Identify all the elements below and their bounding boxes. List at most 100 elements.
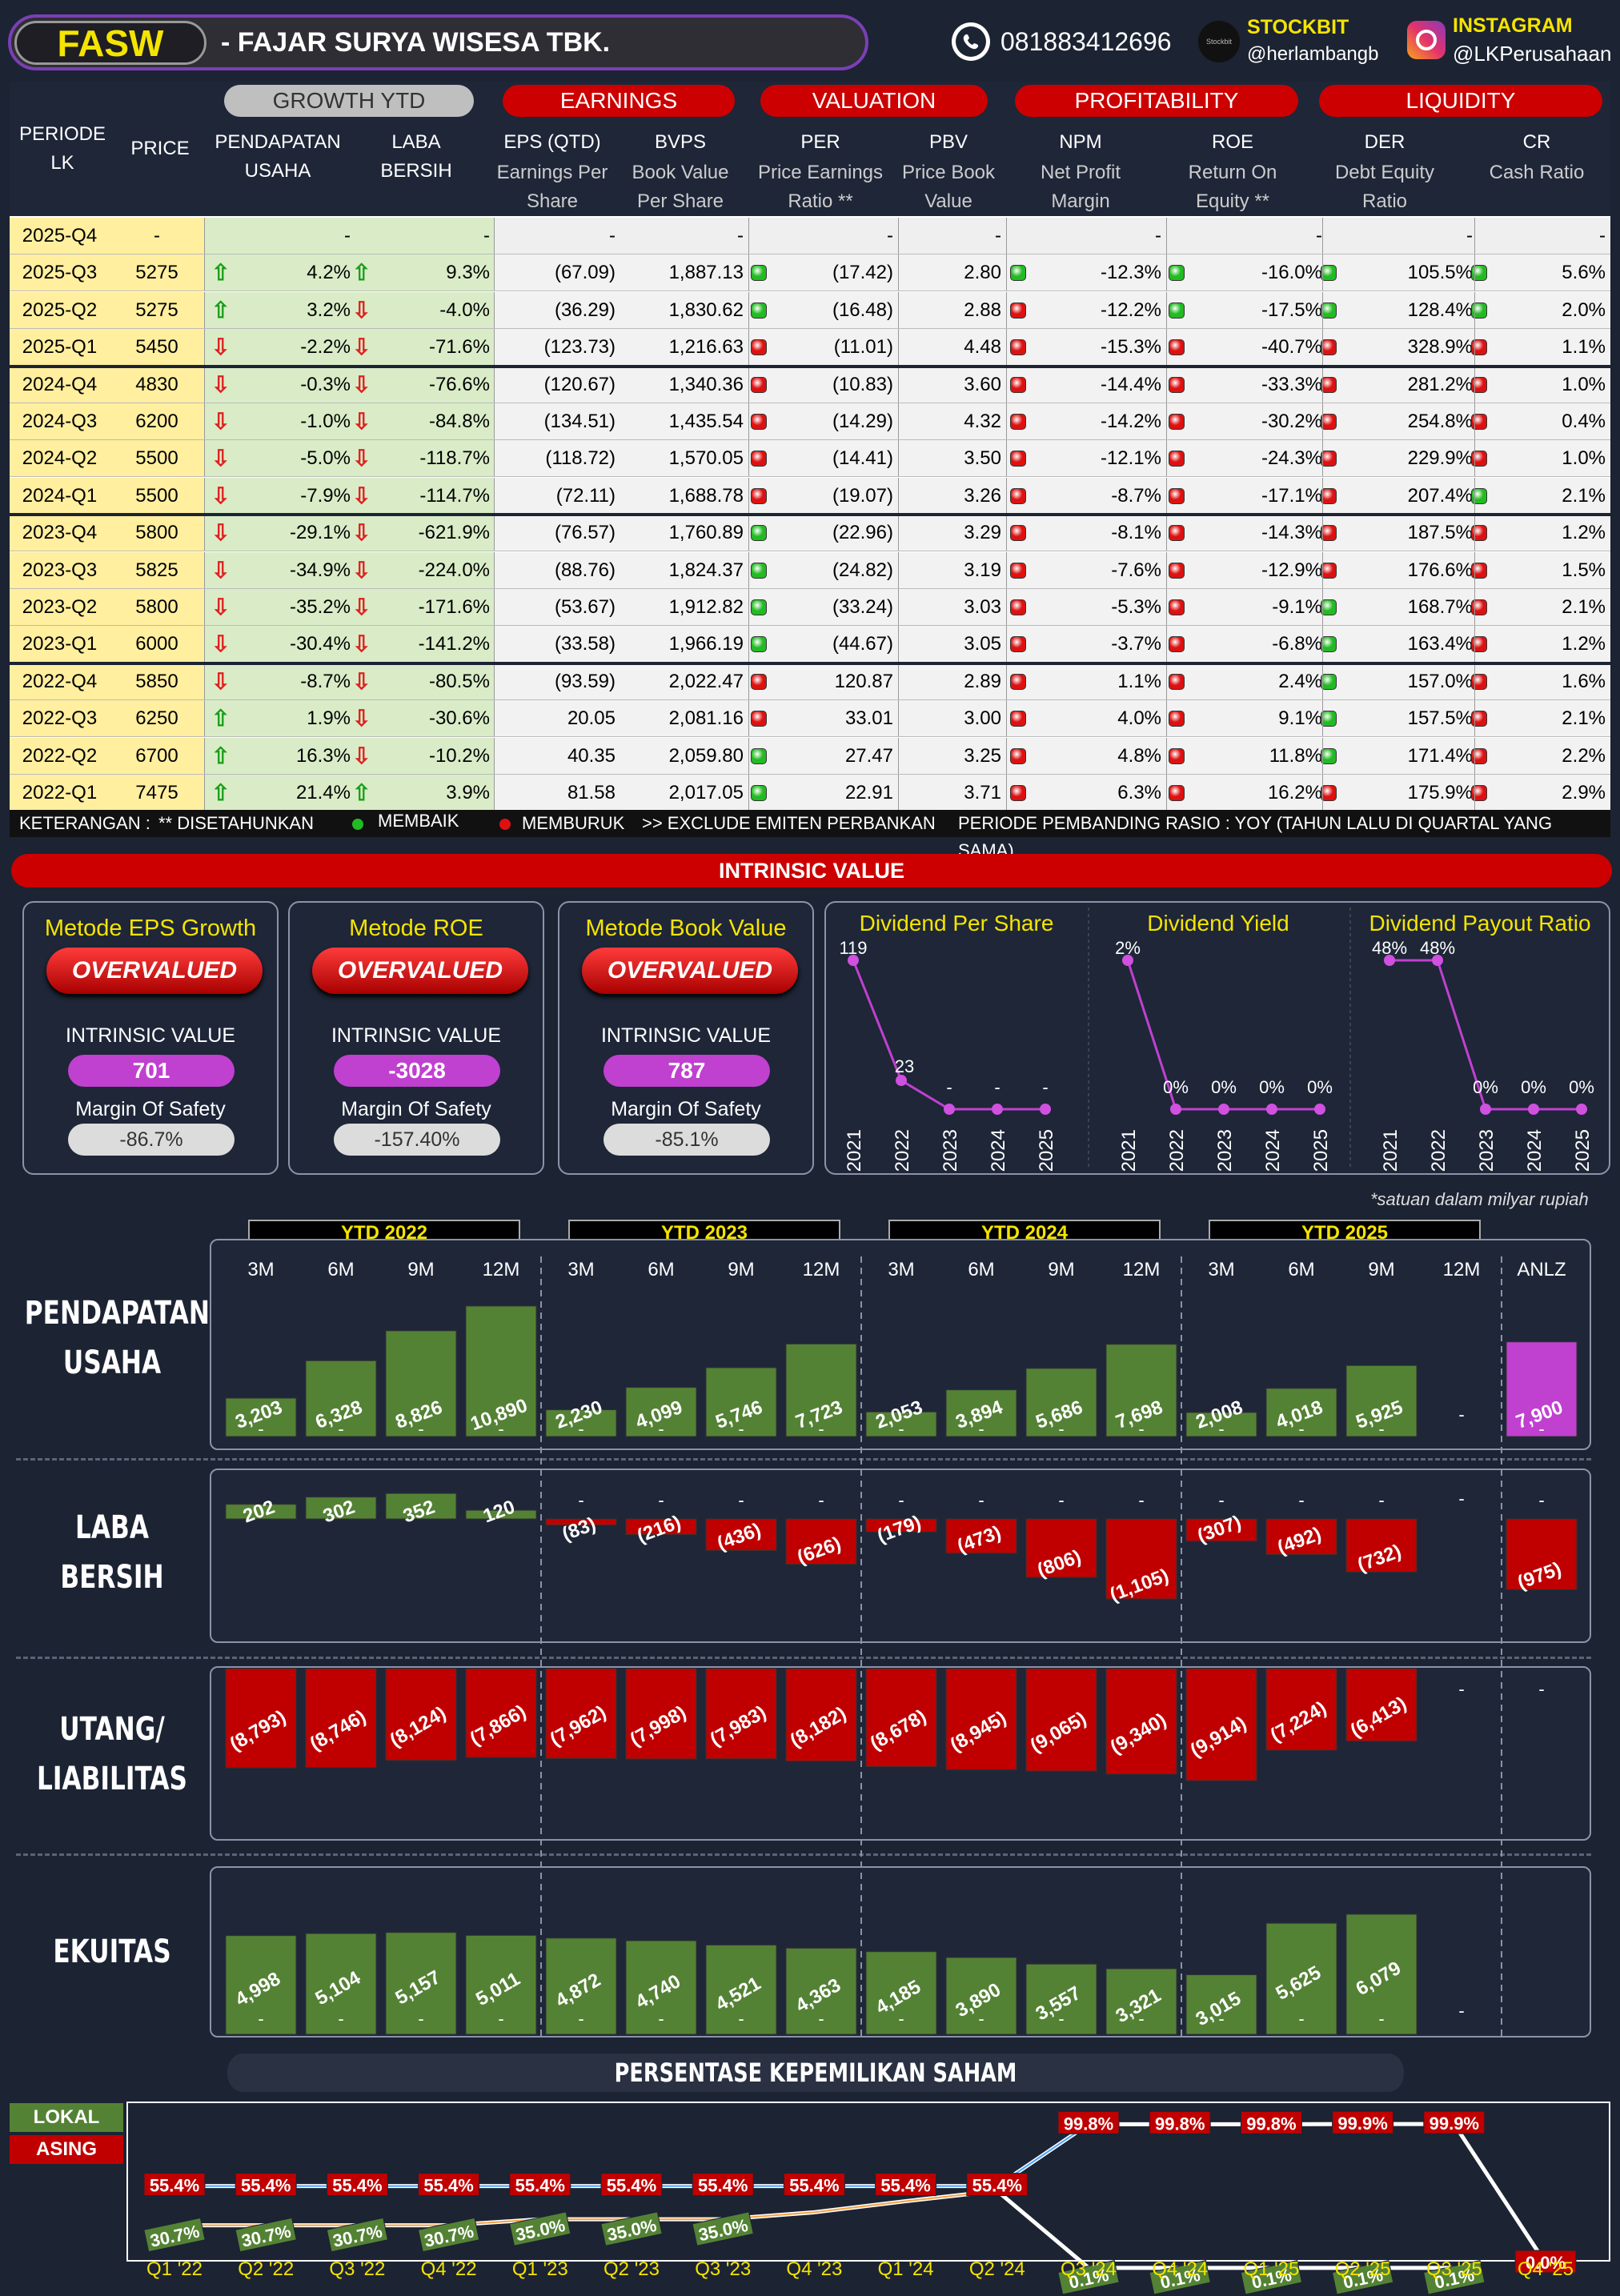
- rev-arrow-icon: ⇩: [211, 372, 231, 397]
- footer-ket: KETERANGAN :: [19, 813, 150, 833]
- rev-arrow-icon: ⇩: [211, 483, 231, 508]
- col-sep: [1474, 700, 1475, 736]
- col-sep: [1474, 663, 1475, 699]
- netincome-bar: [465, 1509, 537, 1520]
- np-arrow-icon: ⇩: [352, 298, 371, 323]
- cell-eps: (118.72): [545, 447, 616, 469]
- col-roe: ROE: [1211, 131, 1253, 153]
- cell-pbv: 2.89: [964, 671, 1001, 692]
- der-status-icon: [1321, 599, 1337, 615]
- col-sep: [1006, 254, 1007, 291]
- period-label: 9M: [1048, 1259, 1074, 1280]
- roe-status-icon: [1169, 748, 1185, 764]
- cell-price: 5275: [110, 292, 204, 328]
- empty-marker: -: [578, 1490, 583, 1510]
- col-sep: [494, 700, 495, 736]
- col-sep: [1166, 478, 1167, 514]
- legend-lokal: LOKAL: [10, 2103, 123, 2132]
- cell-der: 105.5%: [1407, 262, 1473, 283]
- growth-bg: [204, 589, 494, 625]
- cell-eps: (33.58): [554, 633, 616, 655]
- col-sep: [748, 218, 749, 254]
- revenue-bar: [945, 1389, 1017, 1437]
- bar-label: (307): [1194, 1512, 1244, 1548]
- cell-periode: 2023-Q3: [10, 552, 110, 588]
- data-point: [1266, 1104, 1277, 1115]
- liabilities-bar: [465, 1668, 537, 1758]
- cell-rev: -8.7%: [300, 671, 351, 692]
- footer-ann: ** DISETAHUNKAN: [158, 813, 314, 833]
- col-sep: [1006, 515, 1007, 551]
- asing-label-box: [1057, 2110, 1120, 2134]
- cell-cr: 2.1%: [1562, 485, 1606, 507]
- x-tick-label: 2025: [1310, 1129, 1332, 1172]
- col-sep: [1006, 738, 1007, 774]
- col-sep: [494, 589, 495, 625]
- asing-label-box: [418, 2173, 480, 2197]
- np-arrow-icon: ⇩: [352, 335, 371, 359]
- cr-status-icon: [1471, 525, 1487, 541]
- per-status-icon: [751, 785, 767, 801]
- cell-roe: 9.1%: [1278, 707, 1322, 729]
- col-sep: [1006, 663, 1007, 699]
- cell-rev: -34.9%: [289, 559, 351, 581]
- asing-label: 99.8%: [1149, 2110, 1211, 2134]
- cell-price: 4830: [110, 367, 204, 403]
- col-sep: [1322, 292, 1323, 328]
- cell-cr: 1.5%: [1562, 559, 1606, 581]
- cell-eps: (93.59): [554, 671, 616, 692]
- footer-exclude: >> EXCLUDE EMITEN PERBANKAN: [642, 813, 936, 833]
- data-point: [992, 1104, 1003, 1115]
- cell-price: 5500: [110, 478, 204, 514]
- cell-bvps: 2,022.47: [668, 671, 744, 692]
- empty-marker: -: [338, 2009, 343, 2029]
- liabilities-bar: [1345, 1668, 1418, 1742]
- revenue-bar: [1105, 1344, 1177, 1437]
- row-sep: [10, 736, 1610, 737]
- col-sep: [1322, 663, 1323, 699]
- quarter-label: Q4 '22: [421, 2258, 477, 2280]
- financial-bar-charts: 3M 6M 9M 12M 3M 6M 9M 12M 3M 6M 9M 12M 3M 6M 9M 12M ANLZ…: [225, 1256, 1578, 2038]
- empty-marker: -: [418, 1419, 423, 1439]
- asing-label-box: [1240, 2110, 1302, 2134]
- growth-bg: [204, 663, 494, 699]
- divider-1: [16, 1458, 1591, 1461]
- cell-roe: -6.8%: [1272, 633, 1322, 655]
- cell-rev: -2.2%: [300, 336, 351, 358]
- col-sep: [1322, 700, 1323, 736]
- equity-bar: [945, 1957, 1017, 2035]
- col-sep: [898, 738, 899, 774]
- der-status-icon: [1321, 748, 1337, 764]
- label-revenue: PENDAPATAN USAHA: [24, 1295, 210, 1381]
- row-sep: [10, 439, 1610, 440]
- asing-label-text: 0.0%: [1526, 2253, 1566, 2273]
- asing-label: 55.4%: [692, 2173, 754, 2197]
- year-divider: [10, 513, 1610, 516]
- cell-pbv: 3.00: [964, 707, 1001, 729]
- col-bvps: BVPS: [654, 131, 707, 153]
- cell-cr: 2.1%: [1562, 707, 1606, 729]
- cell-per: (10.83): [832, 374, 893, 395]
- np-arrow-icon: ⇩: [352, 372, 371, 397]
- status-badge: OVERVALUED: [582, 948, 798, 994]
- equity-bar: [1345, 1913, 1418, 2035]
- roe-status-icon: [1169, 711, 1185, 727]
- equity-bar: [1265, 1922, 1337, 2035]
- growth-bg: [204, 552, 494, 588]
- per-status-icon: [751, 488, 767, 504]
- per-status-icon: [751, 711, 767, 727]
- asing-label-box: [692, 2173, 754, 2197]
- data-label: 0%: [1211, 1077, 1237, 1097]
- chart-title: Dividend Per Share: [860, 911, 1054, 936]
- revenue-bar: [865, 1411, 937, 1437]
- np-arrow-icon: ⇩: [352, 558, 371, 583]
- empty-marker: -: [1458, 2001, 1464, 2021]
- col-sep: [1322, 367, 1323, 403]
- cell-rev: 3.2%: [307, 299, 351, 321]
- col-sep: [494, 329, 495, 365]
- cell-pbv: 4.32: [964, 411, 1001, 432]
- cell-roe: -24.3%: [1261, 447, 1322, 469]
- npm-status-icon: [1010, 785, 1026, 801]
- cell-np: -71.6%: [428, 336, 490, 358]
- roe-status-icon: [1169, 265, 1185, 281]
